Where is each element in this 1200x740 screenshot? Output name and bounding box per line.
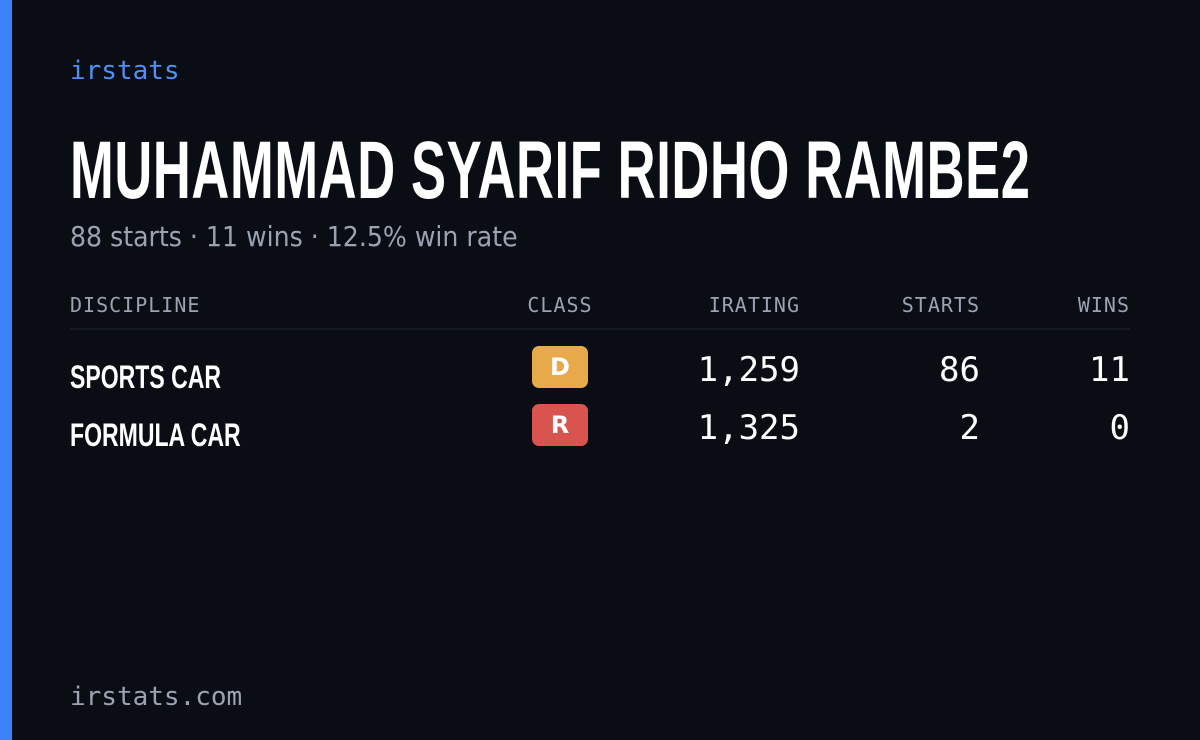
brand: irstats	[70, 56, 180, 86]
starts: 86	[939, 350, 980, 390]
summary: 88 starts · 11 wins · 12.5% win rate	[70, 220, 518, 253]
class-badge: R	[532, 404, 588, 446]
class-badge: D	[532, 346, 588, 388]
discipline: FORMULA CAR	[70, 417, 241, 453]
wins: 11	[1089, 350, 1130, 390]
col-header: DISCIPLINE	[70, 293, 201, 317]
col-header: STARTS	[901, 293, 980, 317]
discipline: SPORTS CAR	[70, 359, 222, 395]
footer-url: irstats.com	[70, 682, 243, 712]
wins: 0	[1109, 408, 1130, 448]
starts: 2	[959, 408, 980, 448]
divider	[70, 328, 1130, 330]
accent-bar	[0, 0, 12, 740]
driver-name: MUHAMMAD SYARIF RIDHO RAMBE2	[70, 125, 1031, 216]
col-header: IRATING	[708, 293, 800, 317]
irating: 1,259	[697, 350, 800, 390]
irating: 1,325	[697, 408, 800, 448]
col-header: CLASS	[527, 293, 593, 317]
col-header: WINS	[1077, 293, 1130, 317]
